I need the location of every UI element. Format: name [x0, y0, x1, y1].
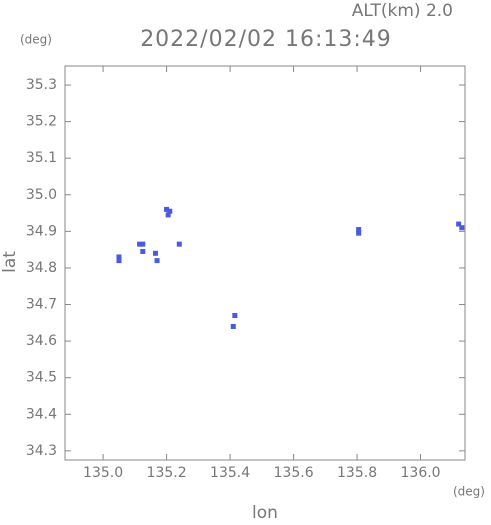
x-tick-label: 135.6 — [274, 465, 314, 481]
echo-point — [356, 230, 362, 236]
x-axis-label: lon — [252, 503, 278, 521]
y-tick-label: 35.1 — [26, 150, 57, 166]
y-tick-label: 34.9 — [26, 223, 57, 239]
y-tick-label: 35.0 — [26, 187, 57, 203]
echo-point — [137, 241, 143, 247]
y-tick-label: 35.2 — [26, 114, 57, 130]
x-unit: (deg) — [453, 485, 485, 499]
x-tick-label: 135.2 — [147, 465, 187, 481]
echo-point — [152, 250, 158, 256]
echo-point — [116, 258, 122, 264]
y-unit: (deg) — [20, 33, 52, 47]
echo-point — [232, 312, 238, 318]
echo-point — [456, 221, 462, 227]
altitude-label: ALT(km) 2.0 — [352, 1, 453, 21]
echo-point — [154, 258, 160, 264]
y-tick-label: 34.6 — [26, 333, 57, 349]
echo-point — [140, 241, 146, 247]
x-tick-label: 135.0 — [83, 465, 123, 481]
x-tick-label: 135.8 — [337, 465, 377, 481]
echo-point — [116, 254, 122, 260]
y-tick-label: 34.3 — [26, 443, 57, 459]
echo-point — [164, 206, 170, 212]
y-tick-label: 34.5 — [26, 370, 57, 386]
y-tick-label: 34.4 — [26, 406, 57, 422]
plot-frame — [64, 65, 466, 461]
y-tick-label: 35.3 — [26, 77, 57, 93]
echo-point — [459, 225, 465, 231]
x-tick-label: 135.4 — [210, 465, 250, 481]
echo-point — [165, 212, 171, 218]
chart-title: 2022/02/02 16:13:49 — [140, 27, 392, 52]
echo-point — [176, 241, 182, 247]
echo-point — [167, 208, 173, 214]
echo-point — [356, 227, 362, 233]
y-axis-label: lat — [0, 251, 20, 273]
echo-point — [140, 248, 146, 254]
y-tick-label: 34.8 — [26, 260, 57, 276]
x-tick-label: 136.0 — [401, 465, 441, 481]
y-tick-label: 34.7 — [26, 297, 57, 313]
echo-point — [230, 323, 236, 329]
